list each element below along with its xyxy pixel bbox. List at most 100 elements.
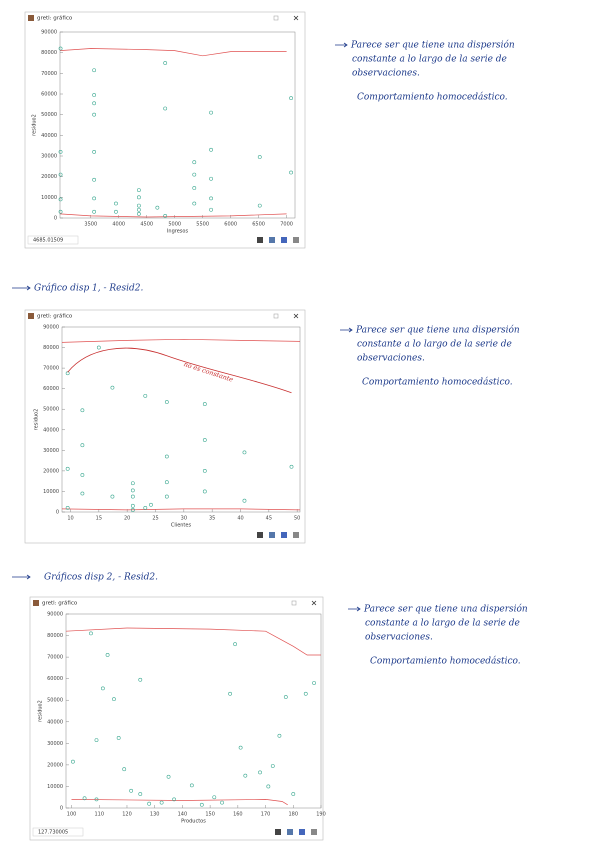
toolbar-button[interactable] (257, 532, 263, 538)
data-point (289, 464, 294, 469)
data-point (130, 503, 135, 508)
data-point (209, 196, 213, 201)
x-tick-label: 3500 (84, 222, 97, 228)
data-point (114, 209, 118, 214)
y-tick-label: 40000 (47, 719, 63, 725)
data-point (112, 697, 116, 702)
data-point (209, 207, 213, 212)
arrow (348, 606, 361, 612)
data-point (94, 797, 99, 802)
toolbar-button[interactable] (275, 829, 281, 835)
y-tick-label: 10000 (47, 784, 63, 790)
data-point (143, 393, 148, 398)
y-tick-label: 70000 (47, 655, 63, 661)
data-point (202, 438, 207, 442)
data-point (243, 773, 248, 778)
y-tick-label: 30000 (43, 448, 59, 454)
window-icon (28, 15, 34, 21)
fit-curve (71, 799, 288, 806)
toolbar-button[interactable] (269, 237, 275, 243)
x-tick-label: 10 (67, 516, 73, 522)
toolbar-button[interactable] (293, 532, 299, 538)
data-point (110, 385, 115, 390)
data-point (114, 201, 118, 206)
data-point (164, 454, 169, 459)
x-axis-label: Productos (181, 819, 206, 825)
data-point (105, 653, 110, 657)
x-tick-label: 110 (94, 812, 104, 818)
data-point (202, 402, 207, 406)
data-point (82, 796, 87, 801)
y-tick-label: 0 (54, 216, 57, 222)
x-tick-label: 40 (237, 516, 243, 522)
x-tick-label: 20 (124, 516, 130, 522)
toolbar-button[interactable] (287, 829, 293, 835)
close-button[interactable] (293, 313, 299, 319)
data-point (149, 502, 153, 507)
data-point (209, 110, 213, 115)
y-tick-label: 30000 (47, 741, 63, 747)
data-point (138, 677, 143, 682)
y-axis-label: residuo2 (38, 700, 44, 722)
data-point (199, 802, 204, 807)
data-point (209, 176, 213, 181)
toolbar-button[interactable] (257, 237, 263, 243)
note-line: Parece ser que tiene una dispersión (350, 40, 515, 51)
fit-curve (61, 338, 301, 343)
data-point (130, 488, 135, 493)
toolbar-button[interactable] (293, 237, 299, 243)
y-tick-label: 0 (56, 510, 59, 516)
gretl-window: gretl: gráfico 0 10000 20000 30000 40000 50000… (24, 309, 306, 544)
data-point (291, 792, 296, 796)
data-point (80, 491, 85, 496)
data-point (164, 400, 169, 404)
arrow (12, 285, 31, 291)
y-tick-label: 80000 (43, 345, 59, 351)
data-point (89, 631, 93, 636)
plot-frame (59, 31, 296, 219)
data-point (189, 783, 194, 788)
note-line: observaciones. (365, 633, 433, 643)
data-point (130, 494, 135, 499)
data-point (65, 505, 70, 510)
toolbar-button[interactable] (269, 532, 275, 538)
close-button[interactable] (311, 600, 317, 606)
x-tick-label: 120 (122, 812, 132, 818)
y-tick-label: 20000 (41, 174, 57, 180)
data-point (233, 642, 237, 647)
data-point (289, 96, 293, 101)
toolbar-button[interactable] (281, 237, 287, 243)
note: Parece ser que tiene una dispersión const… (335, 40, 515, 103)
data-point (192, 172, 197, 177)
data-point (163, 61, 168, 65)
x-axis-label: Clientes (171, 523, 192, 529)
data-point (172, 797, 176, 802)
y-tick-label: 40000 (43, 427, 59, 433)
maximize-button[interactable] (273, 15, 279, 21)
note-conclusion: Comportamiento homocedástico. (357, 92, 508, 103)
y-tick-label: 90000 (47, 612, 63, 618)
toolbar-button[interactable] (299, 829, 305, 835)
maximize-button[interactable] (273, 313, 279, 319)
data-point (257, 203, 262, 208)
data-point (130, 481, 135, 486)
close-button[interactable] (293, 15, 299, 21)
data-point (136, 195, 141, 200)
data-point (58, 209, 63, 214)
y-tick-label: 30000 (41, 154, 57, 160)
window-title: gretl: gráfico (37, 313, 73, 320)
toolbar-button[interactable] (281, 532, 287, 538)
window-frame (29, 596, 324, 841)
x-tick-label: 4500 (140, 222, 153, 228)
y-tick-label: 70000 (41, 71, 57, 77)
window-icon (28, 313, 34, 319)
data-point (71, 759, 75, 764)
y-tick-label: 90000 (41, 30, 57, 36)
x-tick-label: 150 (205, 812, 215, 818)
data-point (92, 112, 97, 117)
toolbar-button[interactable] (311, 829, 317, 835)
maximize-button[interactable] (291, 600, 297, 606)
fit-curve (59, 213, 287, 218)
y-tick-label: 50000 (47, 698, 63, 704)
